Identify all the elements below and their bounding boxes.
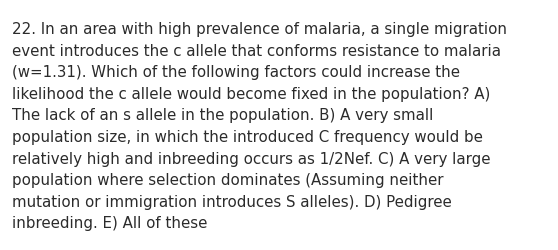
Text: 22. In an area with high prevalence of malaria, a single migration
event introdu: 22. In an area with high prevalence of m…	[12, 22, 507, 231]
